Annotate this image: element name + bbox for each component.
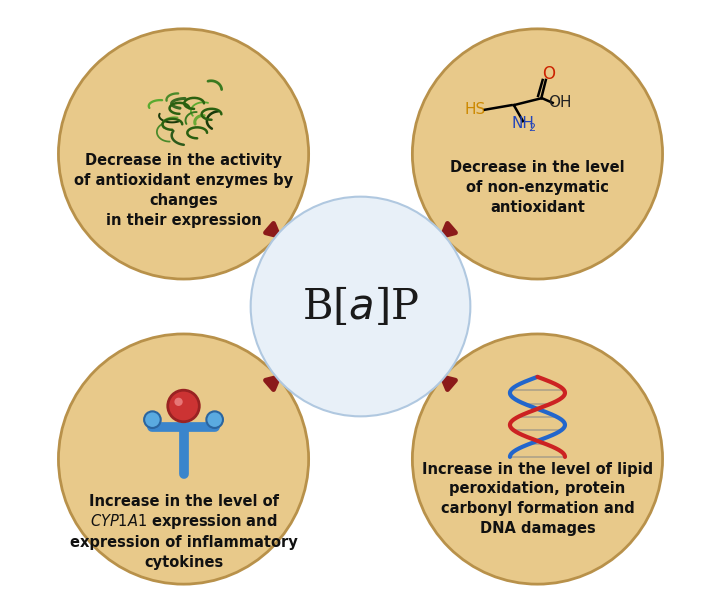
Circle shape (168, 390, 199, 422)
Text: 2: 2 (528, 123, 535, 133)
Circle shape (412, 334, 663, 584)
Circle shape (412, 29, 663, 279)
Circle shape (58, 29, 309, 279)
Circle shape (206, 411, 223, 428)
Text: Increase in the level of lipid
peroxidation, protein
carbonyl formation and
DNA : Increase in the level of lipid peroxidat… (422, 462, 653, 536)
Circle shape (251, 197, 470, 416)
Circle shape (144, 411, 161, 428)
Circle shape (58, 334, 309, 584)
Text: expression of inflammatory: expression of inflammatory (70, 535, 297, 549)
Text: Decrease in the activity
of antioxidant enzymes by
changes
in their expression: Decrease in the activity of antioxidant … (74, 153, 293, 228)
Text: OH: OH (548, 96, 571, 110)
Circle shape (174, 398, 182, 406)
Text: O: O (541, 66, 554, 83)
Text: cytokines: cytokines (144, 555, 224, 569)
Text: $\mathbf{\it{CYP1A1}}$$\bf{\ expression\ and}$: $\mathbf{\it{CYP1A1}}$$\bf{\ expression\… (90, 512, 278, 531)
Text: Decrease in the level
of non-enzymatic
antioxidant: Decrease in the level of non-enzymatic a… (450, 160, 625, 215)
Text: Increase in the level of: Increase in the level of (89, 494, 278, 509)
Text: HS: HS (464, 102, 485, 117)
Text: B[$\it{a}$]P: B[$\it{a}$]P (302, 285, 419, 328)
Text: NH: NH (511, 116, 534, 131)
